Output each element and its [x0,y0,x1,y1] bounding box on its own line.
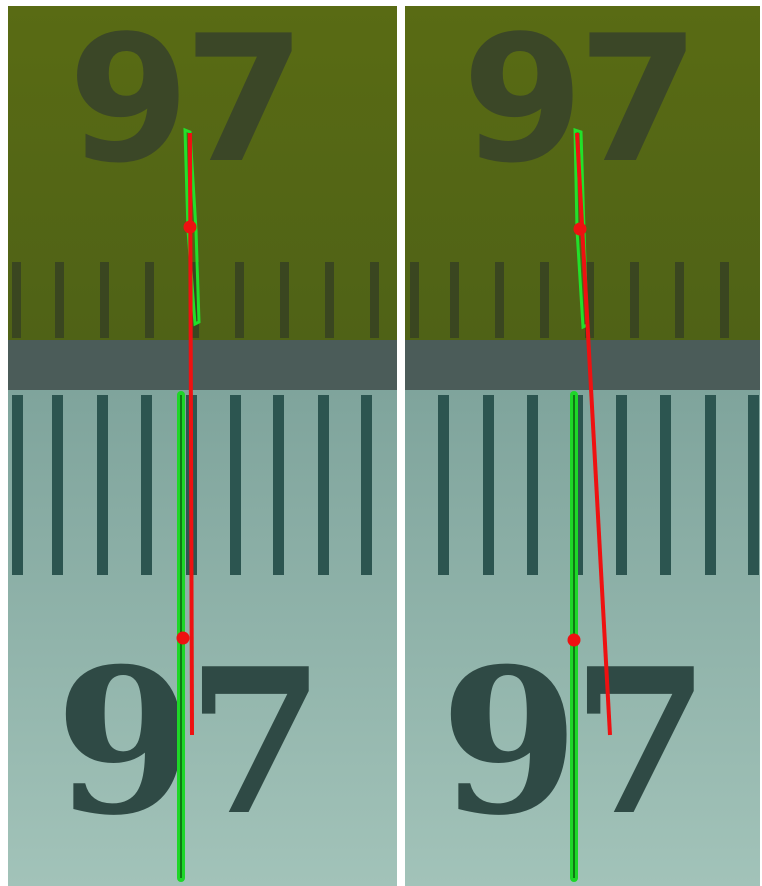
tick [616,395,627,575]
tick [527,395,538,575]
point [184,221,197,234]
tick [273,395,284,575]
tick [55,262,64,338]
tick [12,262,21,338]
tick [705,395,716,575]
tick [720,262,729,338]
tick [230,395,241,575]
tick [630,262,639,338]
bottom-number: 97 [55,625,317,860]
tick [145,262,154,338]
point [574,223,587,236]
tick [12,395,23,575]
point [177,632,190,645]
tick [410,262,419,338]
tick [141,395,152,575]
page: 97979797 (() => { const data = JSON.pars… [0,0,762,886]
tick [235,262,244,338]
top-number: 97 [68,0,300,202]
tick [280,262,289,338]
tick [361,395,372,575]
tick [660,395,671,575]
tick [325,262,334,338]
tick [540,262,549,338]
image-panel: 97 97 [8,0,397,886]
point [568,634,581,647]
ruler-edge [405,340,760,392]
tick [370,262,379,338]
tick [483,395,494,575]
tick [675,262,684,338]
scene: 97979797 [0,0,762,886]
tick [100,262,109,338]
tick [748,395,759,575]
tick [438,395,449,575]
tick [450,262,459,338]
ruler-edge [8,340,397,392]
tick [495,262,504,338]
tick [97,395,108,575]
tick [52,395,63,575]
tick [318,395,329,575]
